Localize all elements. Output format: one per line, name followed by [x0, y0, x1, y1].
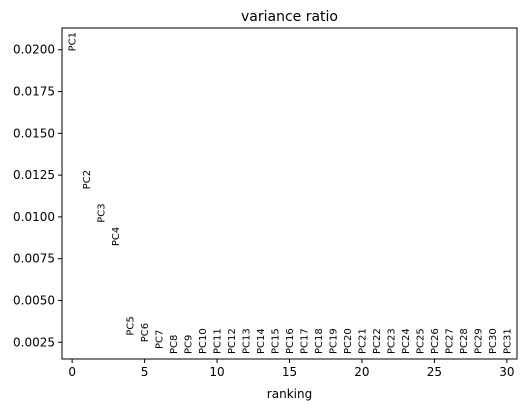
- x-tick-label: 10: [209, 365, 224, 379]
- point-label-pc9: PC9: [184, 335, 195, 354]
- y-tick-label: 0.0100: [13, 210, 55, 224]
- y-tick-label: 0.0075: [13, 252, 55, 266]
- y-tick-label: 0.0175: [13, 85, 55, 99]
- point-label-pc14: PC14: [256, 328, 267, 354]
- point-label-pc20: PC20: [343, 328, 354, 354]
- point-label-pc24: PC24: [401, 328, 412, 354]
- point-label-pc15: PC15: [271, 328, 282, 354]
- point-label-pc8: PC8: [169, 335, 180, 354]
- point-label-pc27: PC27: [444, 328, 455, 354]
- point-label-pc11: PC11: [213, 328, 224, 354]
- chart-title: variance ratio: [241, 9, 338, 25]
- x-tick-label: 15: [282, 365, 297, 379]
- y-axis-ticks: 0.0025 0.0050 0.0075 0.0100 0.0125 0.0150 0.01…: [13, 43, 62, 349]
- point-label-pc19: PC19: [328, 328, 339, 354]
- point-label-pc4: PC4: [111, 227, 122, 246]
- x-tick-label: 5: [141, 365, 149, 379]
- x-tick-label: 0: [68, 365, 76, 379]
- y-tick-label: 0.0150: [13, 126, 55, 140]
- point-label-pc10: PC10: [198, 328, 209, 354]
- point-label-pc13: PC13: [242, 328, 253, 354]
- point-label-pc12: PC12: [227, 328, 238, 354]
- point-label-pc26: PC26: [430, 328, 441, 354]
- y-tick-label: 0.0125: [13, 168, 55, 182]
- point-label-pc1: PC1: [68, 32, 79, 51]
- point-label-pc3: PC3: [97, 203, 108, 222]
- x-axis-ticks: 0 5 10 15 20 25 30: [68, 359, 514, 379]
- x-axis-label: ranking: [267, 387, 312, 401]
- x-tick-label: 20: [354, 365, 369, 379]
- point-label-pc6: PC6: [140, 323, 151, 342]
- x-tick-label: 25: [427, 365, 442, 379]
- point-label-pc22: PC22: [372, 328, 383, 354]
- point-label-pc18: PC18: [314, 328, 325, 354]
- y-tick-label: 0.0050: [13, 293, 55, 307]
- point-label-pc7: PC7: [155, 330, 166, 349]
- point-label-pc30: PC30: [488, 328, 499, 354]
- y-tick-label: 0.0025: [13, 335, 55, 349]
- point-label-pc31: PC31: [502, 328, 513, 354]
- x-tick-label: 30: [499, 365, 514, 379]
- point-label-pc23: PC23: [386, 328, 397, 354]
- point-label-pc28: PC28: [459, 328, 470, 354]
- point-label-pc21: PC21: [357, 328, 368, 354]
- point-label-pc2: PC2: [82, 170, 93, 189]
- point-label-pc16: PC16: [285, 328, 296, 354]
- axes-frame: [61, 27, 518, 360]
- point-label-pc17: PC17: [299, 328, 310, 354]
- point-label-pc29: PC29: [473, 328, 484, 354]
- y-tick-label: 0.0200: [13, 43, 55, 57]
- point-label-pc25: PC25: [415, 328, 426, 354]
- point-label-pc5: PC5: [126, 316, 137, 335]
